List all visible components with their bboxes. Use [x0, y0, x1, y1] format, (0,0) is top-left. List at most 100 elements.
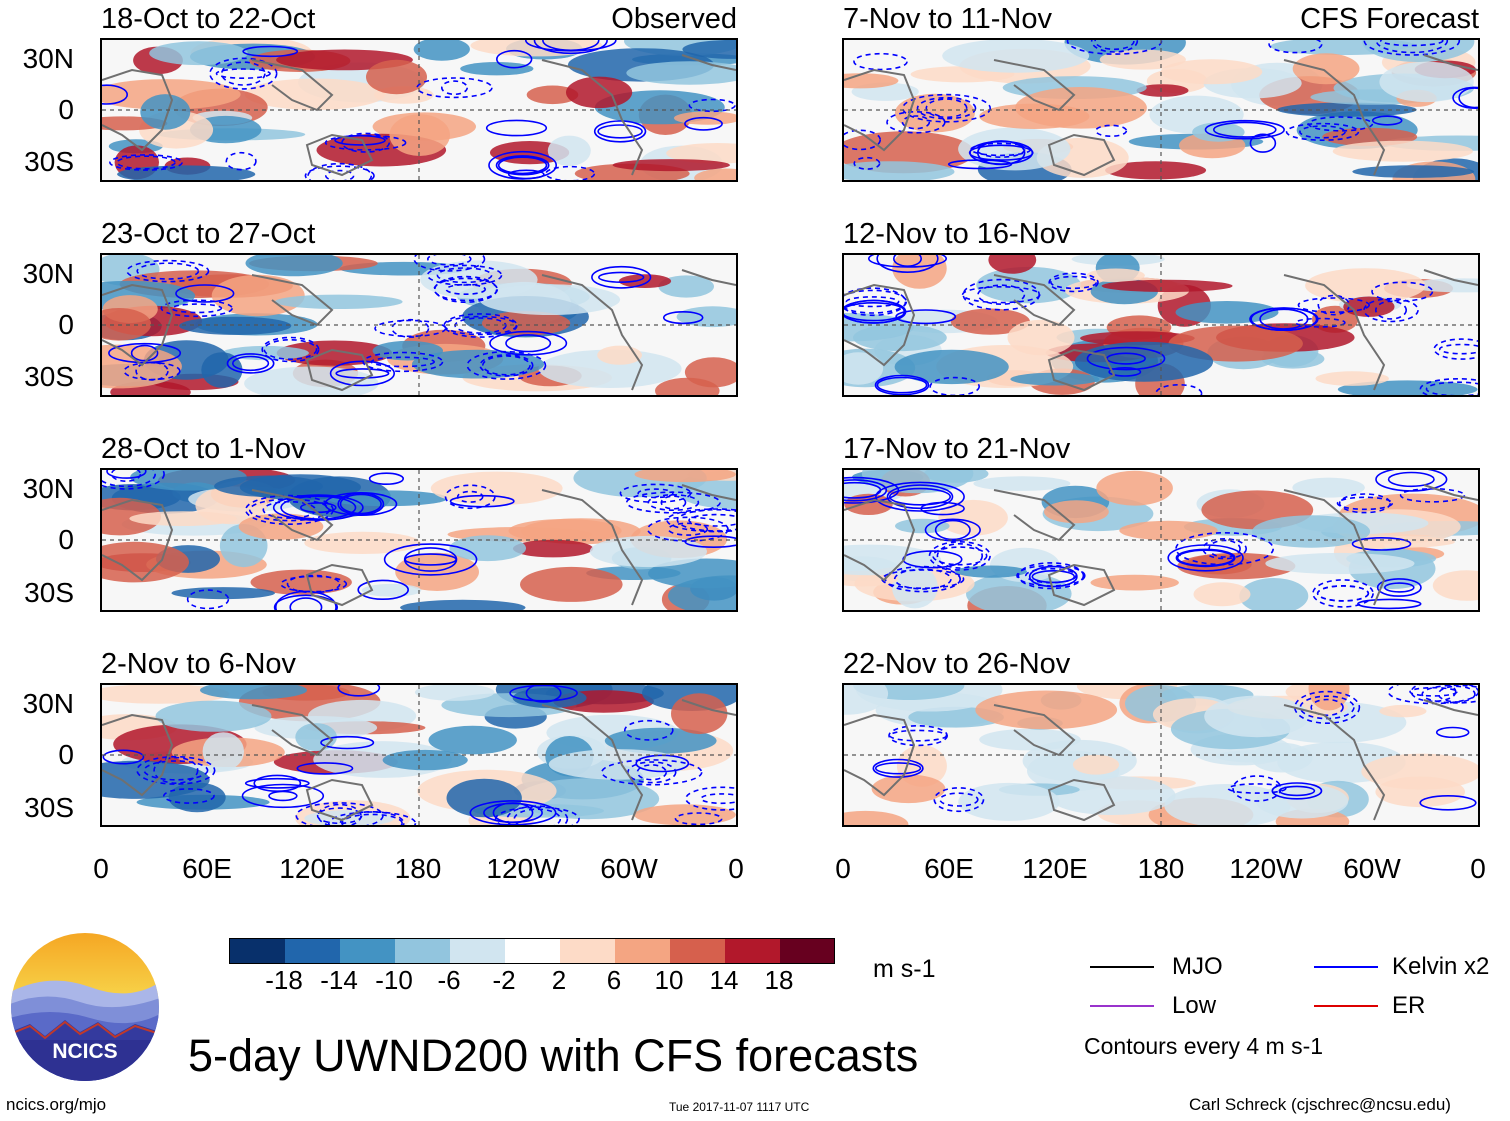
- anomaly-blob: [1099, 49, 1186, 70]
- kelvin-contour: [261, 336, 320, 363]
- map-panel-7: [100, 683, 738, 827]
- anomaly-blob: [1265, 552, 1415, 575]
- anomaly-blob: [1160, 59, 1263, 85]
- anomaly-blob: [211, 274, 305, 317]
- coastline: [681, 269, 736, 286]
- kelvin-contour: [977, 284, 1026, 306]
- anomaly-blob: [171, 587, 275, 600]
- anomaly-blob: [526, 85, 579, 105]
- anomaly-blob: [1101, 279, 1233, 292]
- anomaly-blob: [1216, 750, 1291, 763]
- kelvin-contour: [660, 495, 687, 510]
- kelvin-contour: [925, 98, 968, 119]
- kelvin-contour: [1090, 40, 1139, 53]
- xtick: 180: [394, 853, 442, 884]
- anomaly-blob: [844, 73, 899, 89]
- kelvin-contour: [1363, 297, 1419, 323]
- anomaly-blob: [512, 687, 587, 708]
- coastline: [844, 713, 916, 797]
- kelvin-contour: [337, 685, 381, 697]
- kelvin-contour: [1086, 346, 1166, 371]
- kelvin-contour: [844, 479, 888, 502]
- kelvin-contour: [844, 129, 881, 151]
- ytick-30n: 30N: [22, 43, 74, 74]
- kelvin-contour: [241, 783, 325, 809]
- coastline: [251, 704, 334, 757]
- anomaly-blob: [1193, 582, 1251, 607]
- kelvin-contour: [102, 84, 128, 105]
- kelvin-contour: [109, 154, 183, 171]
- colorbar: [229, 938, 835, 964]
- kelvin-contour: [339, 493, 382, 515]
- anomaly-blob: [1379, 61, 1474, 103]
- kelvin-contour: [1167, 544, 1244, 572]
- anomaly-blob: [400, 599, 526, 610]
- kelvin-contour: [456, 490, 484, 503]
- kelvin-contour: [1421, 685, 1478, 704]
- anomaly-blob: [604, 727, 717, 754]
- colorbar-cell: [285, 939, 340, 963]
- anomaly-blob: [1204, 695, 1310, 738]
- ytick-30s: 30S: [24, 361, 74, 392]
- kelvin-contour: [1249, 133, 1277, 153]
- kelvin-contour: [872, 758, 924, 778]
- kelvin-contour: [868, 255, 947, 268]
- ytick-30s: 30S: [24, 577, 74, 608]
- kelvin-contour: [876, 255, 939, 273]
- xtick: 0: [728, 853, 744, 884]
- kelvin-contour: [368, 472, 405, 485]
- anomaly-blob: [366, 59, 427, 95]
- anomaly-blob: [942, 40, 1090, 73]
- anomaly-blob: [1105, 161, 1207, 180]
- coastline: [541, 489, 644, 606]
- kelvin-contour: [1452, 86, 1478, 109]
- kelvin-contour: [1031, 569, 1076, 584]
- kelvin-contour: [593, 120, 647, 143]
- ytick-0: 0: [58, 524, 74, 555]
- chart-title: 5-day UWND200 with CFS forecasts: [188, 1030, 919, 1081]
- kelvin-contour: [962, 278, 1040, 311]
- map-panel-2: [842, 38, 1480, 182]
- kelvin-contour: [317, 803, 362, 825]
- coastline: [993, 704, 1076, 757]
- coastline: [844, 498, 916, 582]
- panel-label-observed: Observed: [611, 3, 737, 35]
- panel-title-3: 23-Oct to 27-Oct: [101, 218, 316, 250]
- kelvin-contour: [383, 543, 478, 576]
- footer-url[interactable]: ncics.org/mjo: [6, 1095, 107, 1114]
- kelvin-contour: [1383, 582, 1415, 593]
- kelvin-contour: [426, 264, 503, 286]
- kelvin-contour: [901, 93, 992, 123]
- kelvin-contour: [700, 793, 736, 805]
- coastline: [1283, 704, 1386, 821]
- anomaly-blob: [1315, 371, 1389, 386]
- anomaly-blob: [202, 732, 244, 771]
- anomaly-blob: [844, 352, 884, 385]
- map-svg: [102, 255, 736, 395]
- anomaly-blob: [1047, 775, 1176, 815]
- kelvin-contour: [874, 762, 922, 775]
- kelvin-contour: [116, 155, 176, 170]
- coastline: [1047, 563, 1116, 607]
- coastline: [844, 68, 916, 152]
- kelvin-contour: [220, 61, 266, 86]
- coastline: [993, 59, 1076, 112]
- anomaly-blob: [682, 40, 736, 59]
- anomaly-blob: [382, 749, 468, 771]
- map-panel-4: [842, 253, 1480, 397]
- kelvin-contour: [901, 115, 931, 130]
- anomaly-blob: [102, 308, 152, 341]
- xtick: 120W: [1229, 853, 1303, 884]
- kelvin-contour: [1351, 537, 1412, 551]
- map-panel-5: [100, 468, 738, 612]
- anomaly-blob: [413, 40, 470, 61]
- kelvin-contour: [888, 729, 948, 742]
- kelvin-contour: [509, 685, 578, 702]
- xtick: 0: [93, 853, 109, 884]
- kelvin-contour: [844, 289, 908, 314]
- xtick: 120E: [279, 853, 345, 884]
- panel-title-6: 17-Nov to 21-Nov: [843, 433, 1071, 465]
- kelvin-contour: [666, 508, 736, 533]
- anomaly-blob: [149, 41, 248, 66]
- kelvin-contour: [479, 354, 534, 377]
